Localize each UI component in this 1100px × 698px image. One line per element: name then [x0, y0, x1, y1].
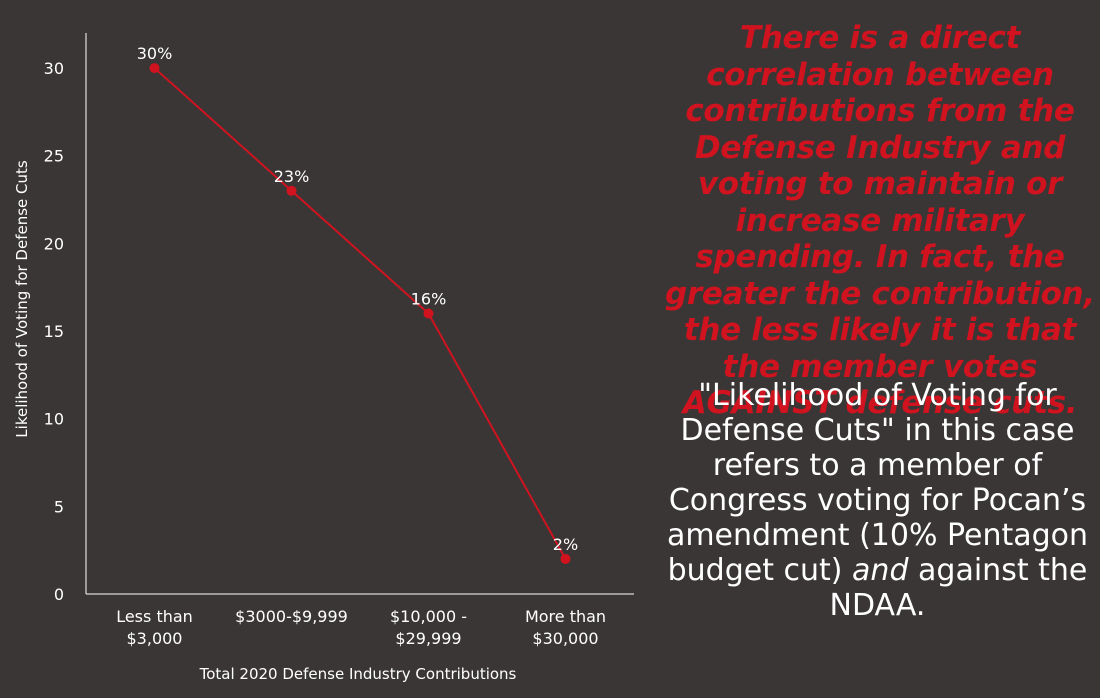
data-label: 23%	[274, 167, 310, 186]
x-category-label-line: More than	[525, 607, 606, 626]
y-axis-title: Likelihood of Voting for Defense Cuts	[13, 160, 31, 438]
x-category-label-line: $3000-$9,999	[235, 607, 348, 626]
y-tick-label: 10	[44, 410, 64, 429]
data-point	[149, 63, 160, 74]
data-point	[560, 553, 571, 564]
data-series: 30% 23% 16% 2%	[137, 44, 578, 564]
definition-text-2: against the NDAA.	[829, 553, 1088, 623]
x-axis-title: Total 2020 Defense Industry Contribution…	[199, 665, 517, 683]
data-label: 16%	[411, 290, 447, 309]
x-category-label-line: $10,000 -	[390, 607, 467, 626]
data-label: 2%	[553, 535, 578, 554]
x-category-label-line: $3,000	[127, 629, 183, 648]
x-category-label-line: $30,000	[532, 629, 598, 648]
y-tick-labels: 0 5 10 15 20 25 30	[44, 59, 64, 604]
chart-axes	[85, 33, 634, 595]
x-category-label: $3000-$9,999	[235, 607, 348, 626]
x-category-label: Less than $3,000	[116, 607, 193, 648]
data-label: 30%	[137, 44, 173, 63]
x-category-labels: Less than $3,000 $3000-$9,999 $10,000 - $29,…	[116, 607, 606, 648]
data-point	[286, 185, 297, 196]
y-tick-label: 25	[44, 147, 64, 166]
x-category-label-line: $29,999	[395, 629, 461, 648]
x-category-label-line: Less than	[116, 607, 193, 626]
y-tick-label: 20	[44, 234, 64, 253]
definition-note: "Likelihood of Voting for Defense Cuts" …	[660, 378, 1095, 623]
y-tick-label: 30	[44, 59, 64, 78]
y-tick-label: 15	[44, 322, 64, 341]
correlation-note: There is a direct correlation between co…	[665, 20, 1095, 421]
y-tick-label: 5	[54, 497, 64, 516]
line-chart: 0 5 10 15 20 25 30 Less than $3,000 $3000-$9,999…	[13, 33, 634, 683]
series-line	[153, 67, 567, 560]
x-category-label: More than $30,000	[525, 607, 606, 648]
definition-emphasis: and	[852, 553, 909, 588]
y-tick-label: 0	[54, 585, 64, 604]
data-point	[423, 308, 434, 319]
x-category-label: $10,000 - $29,999	[390, 607, 467, 648]
definition-text-1: "Likelihood of Voting for Defense Cuts" …	[666, 378, 1089, 588]
